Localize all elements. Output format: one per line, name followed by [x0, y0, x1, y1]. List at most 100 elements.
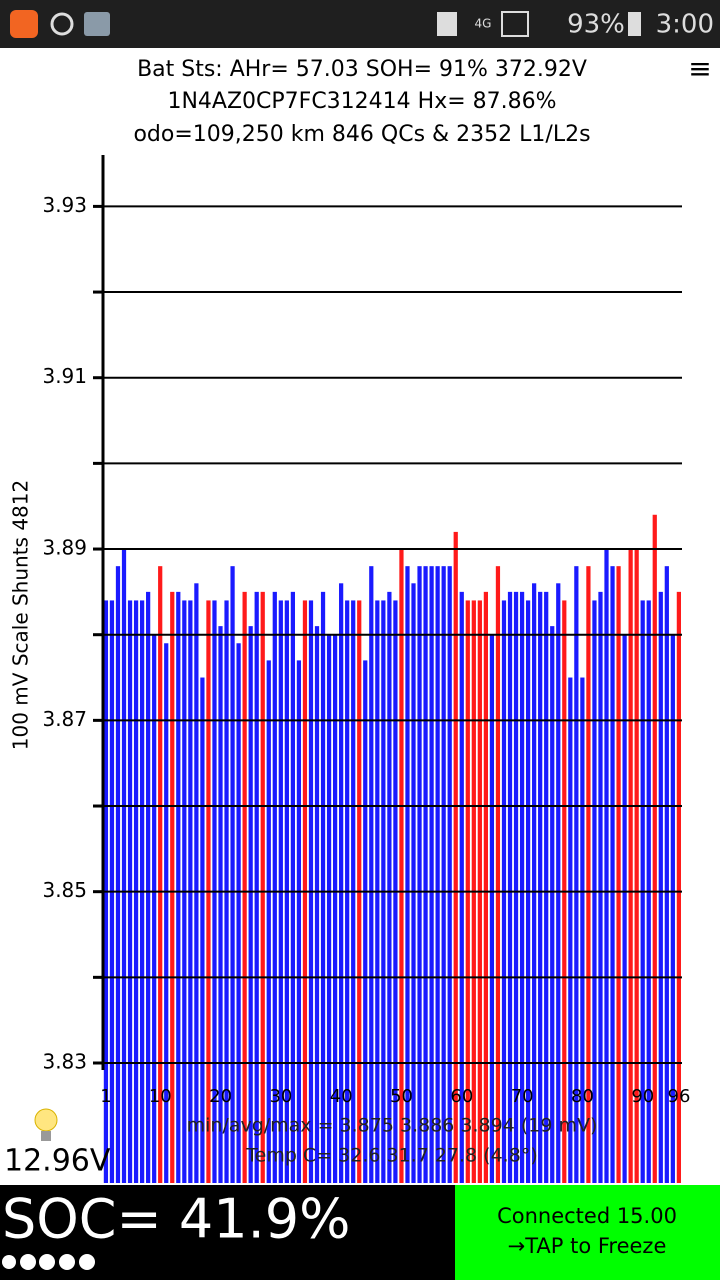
bar: [580, 677, 585, 1183]
bar: [236, 643, 241, 1183]
y-tick-label: 3.83: [42, 1050, 87, 1074]
bar: [453, 531, 458, 1183]
sim-icon: [437, 12, 457, 36]
bar: [164, 643, 169, 1183]
x-tick-label: 90: [631, 1086, 654, 1107]
bar: [604, 549, 609, 1183]
bar: [417, 566, 422, 1183]
bar: [121, 549, 127, 1183]
network-type: 4G: [475, 17, 492, 31]
bar: [610, 566, 615, 1183]
y-tick-label: 3.93: [42, 193, 87, 217]
bar: [495, 566, 501, 1183]
bulb-icon: [34, 1108, 58, 1132]
bar: [339, 583, 344, 1183]
stats-line: min/avg/max = 3.875 3.886 3.894 (19 mV): [187, 1115, 598, 1137]
battery-level: 93%: [567, 10, 625, 40]
bar: [483, 591, 488, 1183]
tap-hint[interactable]: →TAP to Freeze: [508, 1234, 667, 1258]
bar: [670, 634, 675, 1183]
bar: [296, 660, 302, 1183]
bar: [574, 566, 579, 1183]
indicator-dots: [2, 1254, 95, 1270]
pack-voltage: 12.96V: [4, 1144, 111, 1179]
bar: [447, 566, 452, 1183]
header-line: Bat Sts: AHr= 57.03 SOH= 91% 372.92V: [137, 57, 587, 82]
bar: [658, 591, 663, 1183]
stats-line: Temp C= 32.6 31.7 27.8 (4.8°): [245, 1145, 537, 1167]
x-tick-label: 50: [390, 1086, 413, 1107]
bar: [532, 583, 537, 1183]
bar: [652, 514, 657, 1183]
bar: [254, 591, 259, 1183]
battery-icon: [628, 12, 641, 36]
plot: [103, 514, 681, 1183]
bar: [369, 566, 374, 1183]
signal-icon: [501, 11, 529, 37]
soc-panel: [0, 1185, 455, 1280]
bar: [622, 634, 627, 1183]
x-tick-label: 70: [511, 1086, 534, 1107]
overlay: 3.83 3.85 3.87 3.89 3.91 3.93 1 10 20 30 40 50 60 70 8…: [42, 193, 690, 1167]
bar: [200, 677, 205, 1183]
bar: [544, 591, 549, 1183]
bar: [459, 591, 464, 1183]
connect-button[interactable]: [455, 1185, 720, 1280]
bar: [363, 660, 368, 1183]
bar: [152, 634, 157, 1183]
x-tick-label: 80: [571, 1086, 594, 1107]
bar: [146, 591, 151, 1183]
bar: [628, 549, 633, 1183]
x-tick-label: 60: [450, 1086, 473, 1107]
bar: [266, 660, 271, 1183]
bar: [586, 566, 591, 1183]
bar: [598, 591, 603, 1183]
x-tick-label: 40: [330, 1086, 353, 1107]
bar: [115, 566, 121, 1183]
x-tick-label: 1: [100, 1086, 111, 1107]
bar: [230, 566, 235, 1183]
bar: [676, 591, 681, 1183]
y-tick-label: 3.87: [42, 707, 87, 731]
x-tick-label: 10: [149, 1086, 172, 1107]
menu-button[interactable]: ≡: [688, 52, 711, 85]
bar: [423, 566, 428, 1183]
bar: [489, 634, 495, 1183]
bar: [158, 566, 163, 1183]
bar: [326, 634, 332, 1183]
bar: [538, 591, 543, 1183]
bar: [194, 583, 199, 1183]
bar: [411, 583, 416, 1183]
y-tick-label: 3.89: [42, 536, 87, 560]
header-line: odo=109,250 km 846 QCs & 2352 L1/L2s: [133, 122, 590, 147]
bulb-base: [41, 1131, 51, 1141]
status-bar: [0, 0, 720, 48]
bar: [176, 591, 181, 1183]
bar: [314, 626, 320, 1183]
connection-status: Connected 15.00: [497, 1204, 677, 1228]
header-line: 1N4AZ0CP7FC312414 Hx= 87.86%: [167, 89, 556, 114]
bar: [320, 591, 326, 1183]
x-tick-label: 96: [668, 1086, 691, 1107]
clock: 3:00: [656, 10, 714, 40]
bar: [170, 591, 175, 1183]
bar: [634, 549, 639, 1183]
bar: [507, 591, 513, 1183]
y-axis-label: 100 mV Scale Shunts 4812: [9, 480, 33, 750]
notification-icon: [84, 12, 110, 36]
app-icon: [10, 10, 38, 38]
bar: [550, 626, 555, 1183]
bar: [556, 583, 561, 1183]
x-tick-label: 30: [269, 1086, 292, 1107]
bar: [568, 677, 573, 1183]
bar: [260, 591, 265, 1183]
bar: [513, 591, 519, 1183]
bar: [272, 591, 277, 1183]
bar: [387, 591, 392, 1183]
bar: [441, 566, 446, 1183]
bar: [399, 549, 404, 1183]
bar: [616, 566, 621, 1183]
x-tick-label: 20: [209, 1086, 232, 1107]
